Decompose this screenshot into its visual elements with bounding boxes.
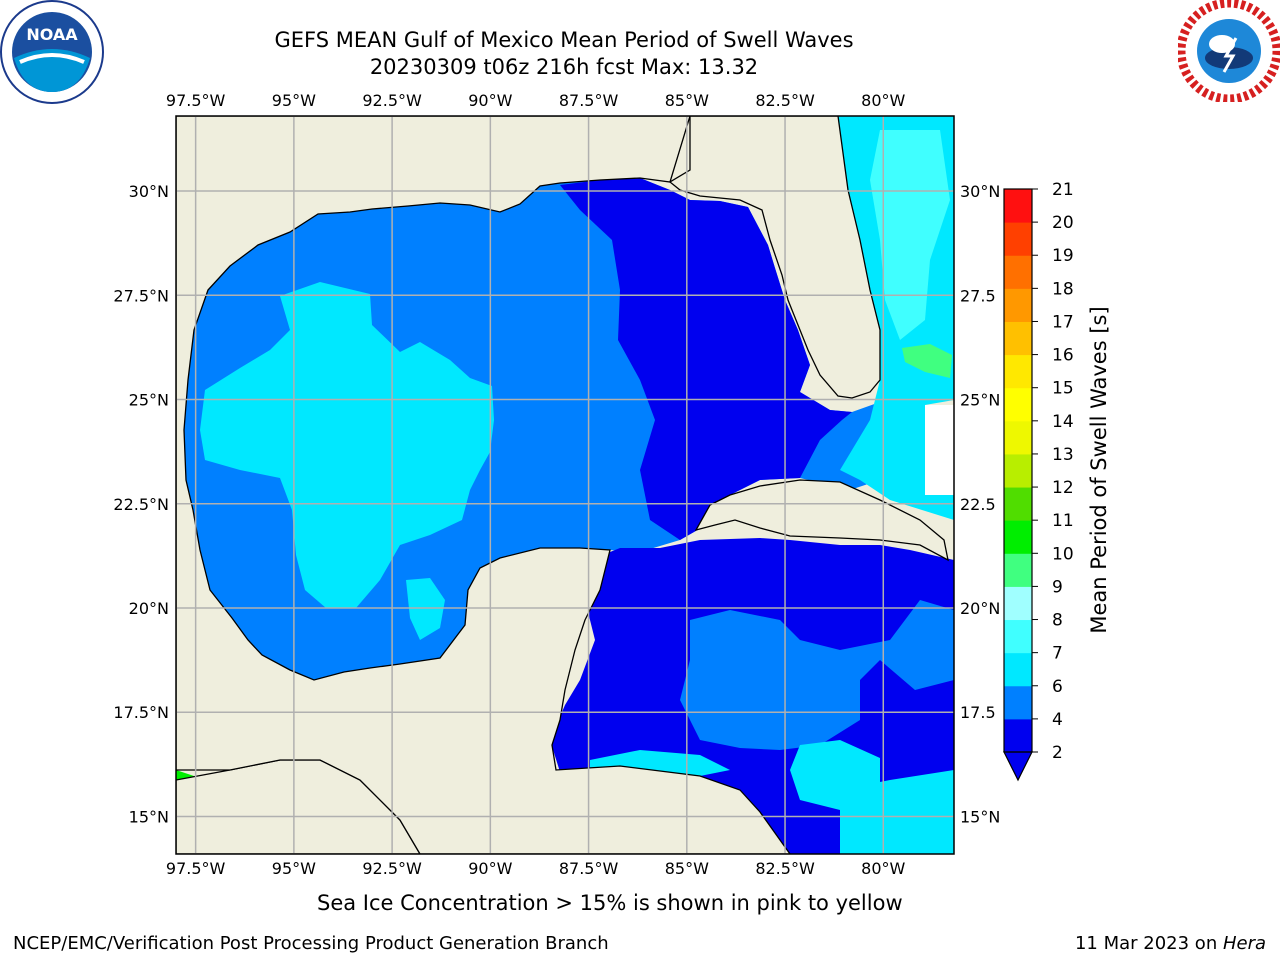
- nws-logo: [1178, 0, 1280, 102]
- map-frame: [175, 115, 955, 855]
- colorbar-frame: [1003, 188, 1033, 753]
- cuba-landmass: [694, 479, 949, 562]
- colorbar-tick-label: 2: [1052, 743, 1063, 763]
- colorbar-tick-label: 21: [1052, 180, 1074, 200]
- lon-label-bottom: 95°W: [272, 859, 316, 878]
- colorbar-tick-label: 12: [1052, 478, 1074, 498]
- map-title: GEFS MEAN Gulf of Mexico Mean Period of …: [274, 28, 854, 52]
- colorbar-tick-label: 4: [1052, 710, 1063, 730]
- noaa-logo: NOAA: [0, 0, 104, 104]
- lat-label-right: 27.5: [960, 286, 996, 305]
- lon-label-bottom: 80°W: [861, 859, 905, 878]
- lat-label-left: 30°N: [129, 182, 169, 201]
- lat-label-left: 22.5°N: [113, 495, 169, 514]
- colorbar-swatch: [1004, 288, 1032, 322]
- lon-label-bottom: 85°W: [665, 859, 709, 878]
- colorbar-tick-label: 19: [1052, 246, 1074, 266]
- colorbar-swatch: [1004, 487, 1032, 521]
- lon-label-top: 90°W: [468, 91, 512, 110]
- colorbar-tick-label: 10: [1052, 544, 1074, 564]
- colorbar-extend-triangle: [1003, 751, 1033, 782]
- lon-labels-top: 97.5°W 95°W 92.5°W 90°W 87.5°W 85°W 82.5°W 80°W: [166, 91, 906, 110]
- colorbar-tick-label: 16: [1052, 346, 1074, 366]
- western-swell-maximum: [200, 282, 494, 608]
- lat-label-right: 17.5: [960, 703, 996, 722]
- lat-label-right: 15°N: [960, 807, 1000, 826]
- lon-label-top: 97.5°W: [166, 91, 226, 110]
- lon-label-bottom: 92.5°W: [362, 859, 422, 878]
- colorbar-swatch: [1004, 420, 1032, 455]
- footer-credit: NCEP/EMC/Verification Post Processing Pr…: [13, 933, 609, 954]
- colorbar-swatch: [1004, 354, 1032, 389]
- footer-date: 11 Mar 2023 on Hera: [1075, 933, 1266, 954]
- lat-label-left: 20°N: [129, 599, 169, 618]
- colorbar-swatch: [1004, 520, 1032, 554]
- colorbar-swatch: [1004, 619, 1032, 654]
- mexico-landmass: [176, 116, 791, 854]
- colorbar-swatch: [1004, 718, 1032, 753]
- colorbar-swatch: [1004, 586, 1032, 621]
- lat-label-right: 20°N: [960, 599, 1000, 618]
- colorbar-tick-label: 18: [1052, 279, 1074, 299]
- colorbar-swatch: [1004, 255, 1032, 289]
- colorbar-tick-label: 9: [1052, 577, 1063, 597]
- missing-data-patch: [925, 405, 954, 495]
- lat-labels-left: 30°N 27.5°N 25°N 22.5°N 20°N 17.5°N 15°N: [113, 182, 169, 826]
- colorbar-tick-label: 14: [1052, 412, 1074, 432]
- lon-label-top: 87.5°W: [559, 91, 619, 110]
- colorbar-swatch: [1004, 321, 1032, 356]
- colorbar-swatch: [1004, 453, 1032, 488]
- colorbar-tick-label: 13: [1052, 445, 1074, 465]
- lon-label-top: 85°W: [665, 91, 709, 110]
- colorbar-tick-label: 11: [1052, 511, 1074, 531]
- sea-ice-note: Sea Ice Concentration > 15% is shown in …: [317, 891, 903, 915]
- lat-label-right: 22.5: [960, 495, 996, 514]
- map-plot-area: [176, 116, 954, 854]
- lon-label-top: 95°W: [272, 91, 316, 110]
- southeast-cyan-patch: [840, 770, 954, 854]
- lon-label-bottom: 87.5°W: [559, 859, 619, 878]
- footer-date-text: 11 Mar 2023 on: [1074, 933, 1223, 954]
- lon-label-bottom: 97.5°W: [166, 859, 226, 878]
- map-subtitle: 20230309 t06z 216h fcst Max: 13.32: [369, 55, 759, 79]
- lon-label-top: 80°W: [861, 91, 905, 110]
- lon-labels-bottom: 97.5°W 95°W 92.5°W 90°W 87.5°W 85°W 82.5°W 80°W: [166, 859, 906, 878]
- colorbar: 2 4 6 7 8 9 10 11 12 13 14 15 16 17 18 19 20 21: [1003, 180, 1074, 782]
- svg-text:NOAA: NOAA: [26, 25, 78, 44]
- lat-label-left: 15°N: [129, 807, 169, 826]
- atlantic-light-cyan: [870, 130, 950, 340]
- colorbar-label: Mean Period of Swell Waves [s]: [1087, 306, 1111, 633]
- lat-label-left: 17.5°N: [113, 703, 169, 722]
- colorbar-swatch: [1004, 387, 1032, 422]
- lon-label-bottom: 82.5°W: [755, 859, 815, 878]
- colorbar-tick-label: 15: [1052, 379, 1074, 399]
- colorbar-tick-label: 8: [1052, 611, 1063, 631]
- colorbar-tick-label: 7: [1052, 644, 1063, 664]
- lat-label-right: 25°N: [960, 391, 1000, 410]
- lon-label-top: 92.5°W: [362, 91, 422, 110]
- lat-label-left: 27.5°N: [113, 286, 169, 305]
- bahamas-green-patch: [902, 344, 952, 378]
- bay-of-campeche-swell-patch: [406, 578, 445, 640]
- colorbar-tick-label: 17: [1052, 312, 1074, 332]
- eastern-gulf-swell-field: [560, 178, 852, 540]
- colorbar-swatch: [1004, 553, 1032, 587]
- colorbar-tick-label: 20: [1052, 213, 1074, 233]
- colorbar-swatch: [1004, 222, 1032, 256]
- gridlines: [176, 116, 954, 854]
- footer-host: Hera: [1222, 933, 1266, 954]
- colorbar-tick-label: 6: [1052, 677, 1063, 697]
- lon-label-bottom: 90°W: [468, 859, 512, 878]
- lat-labels-right: 30°N 27.5 25°N 22.5 20°N 17.5 15°N: [960, 182, 1000, 826]
- colorbar-swatch: [1004, 685, 1032, 720]
- lat-label-left: 25°N: [129, 391, 169, 410]
- colorbar-swatch: [1004, 652, 1032, 687]
- lon-label-top: 82.5°W: [755, 91, 815, 110]
- florida-landmass: [668, 116, 881, 399]
- colorbar-swatch: [1004, 189, 1032, 223]
- lat-label-right: 30°N: [960, 182, 1000, 201]
